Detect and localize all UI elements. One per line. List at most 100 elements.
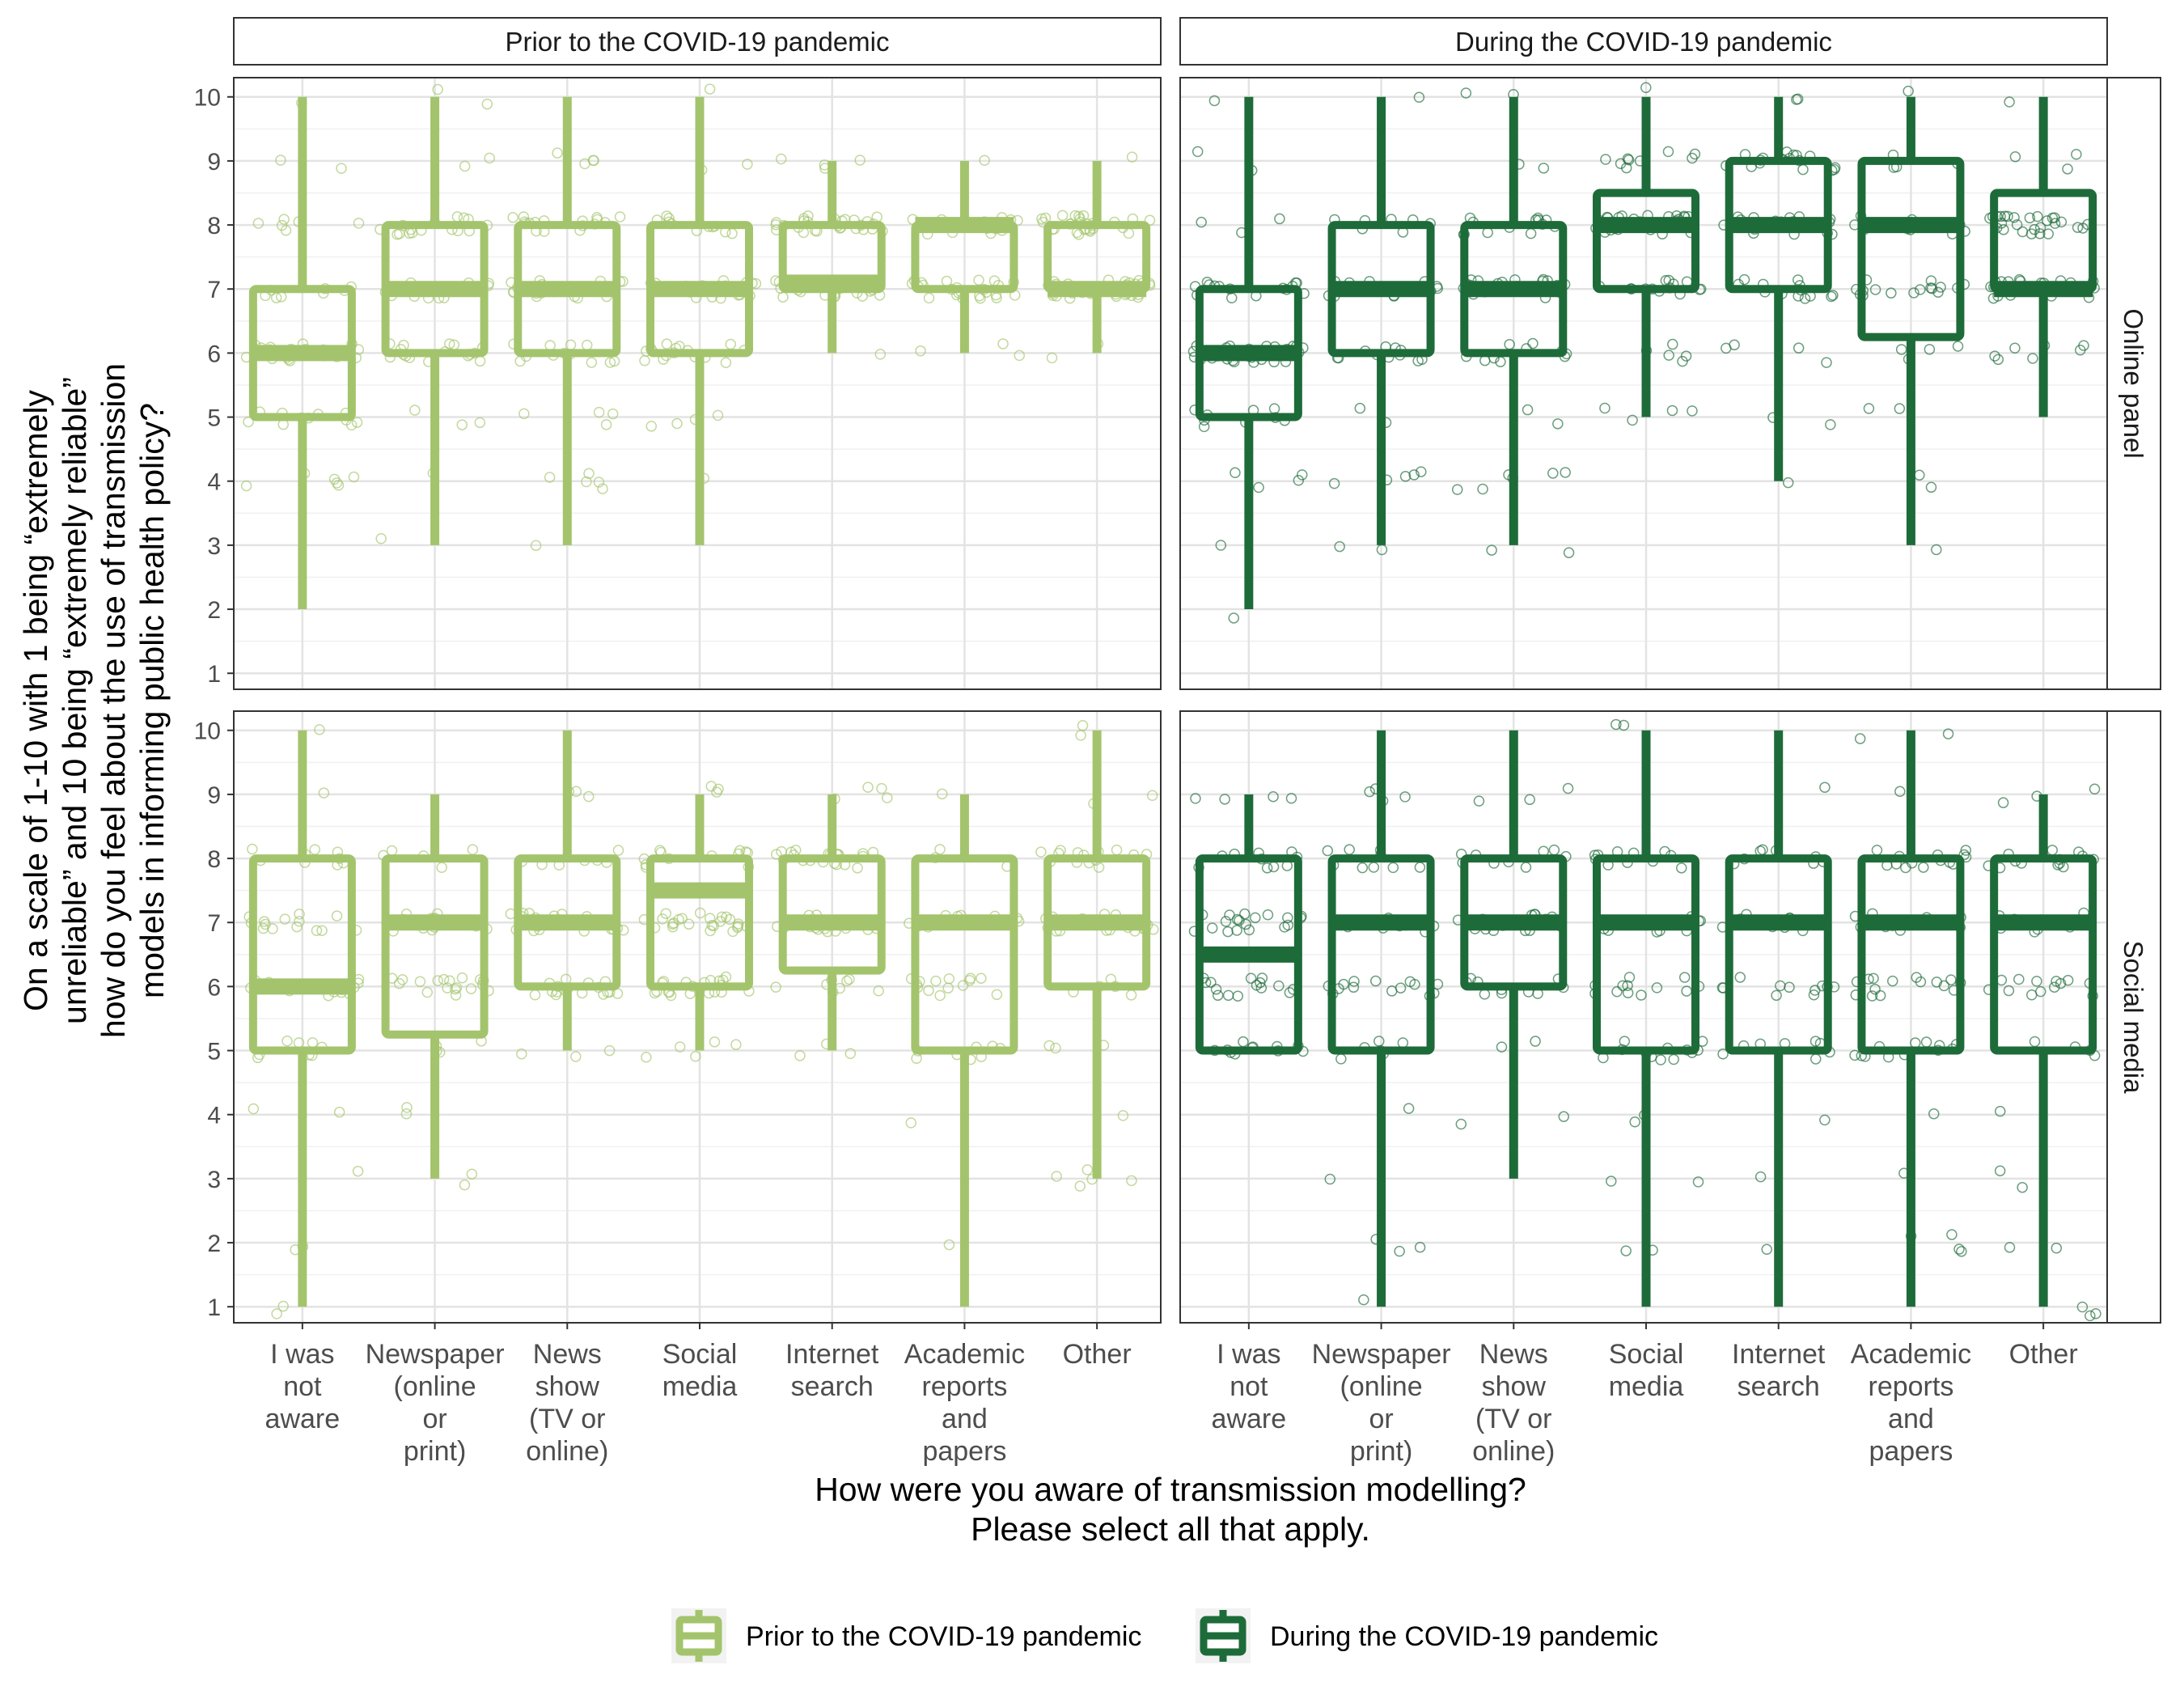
jitter-point [2013,973,2025,985]
jitter-point [1455,1118,1467,1130]
jitter-point [1348,981,1360,993]
boxplot-box [514,96,621,545]
jitter-point [2055,216,2068,228]
jitter-point [581,476,592,488]
jitter-point [507,212,518,223]
jitter-point [794,1050,806,1061]
jitter-point [275,155,286,166]
jitter-point [661,338,673,349]
jitter-point [1473,795,1485,807]
jitter-point [770,849,782,860]
y-tick-label: 10 [194,718,221,745]
y-tick-label: 9 [207,149,221,176]
row-strip-label: Social media [2118,941,2148,1095]
jitter-point [1416,466,1427,477]
jitter-point [1262,909,1274,921]
jitter-point [957,980,969,991]
y-axis-title: models in informing public health policy… [133,403,171,998]
boxplot-box [1195,96,1302,610]
jitter-point [1666,405,1678,417]
jitter-point [991,989,1003,1001]
x-tick-label: media [662,1371,738,1402]
iqr-box [381,854,489,1039]
jitter-point [2049,218,2061,229]
jitter-point [1617,980,1628,992]
jitter-point [2031,976,2042,987]
boxplot-box [1725,730,1832,1307]
iqr-box [1593,189,1699,294]
jitter-point [1074,1180,1086,1192]
jitter-point [930,975,942,987]
jitter-point [2009,151,2021,163]
y-tick-label: 5 [207,405,221,432]
jitter-point [1328,477,1340,489]
y-tick-label: 9 [207,782,221,809]
boxplot-box [381,96,489,545]
jitter-point [2024,212,2036,224]
jitter-point [690,1050,701,1062]
jitter-point [770,981,781,993]
jitter-point [716,911,728,923]
jitter-point [474,417,486,429]
panel-border [1179,77,2108,690]
jitter-point [1075,730,1086,741]
legend-label: Prior to the COVID-19 pandemic [746,1621,1141,1652]
boxplot-box [1990,794,2097,1307]
column-strip [1179,17,2108,66]
jitter-point [1144,214,1156,227]
jitter-point [607,408,619,420]
jitter-point [1992,354,2004,366]
y-tick-label: 1 [207,1294,221,1321]
boxplot-box [1857,96,1965,545]
x-tick-label: Other [2009,1339,2078,1370]
jitter-point [1903,85,1914,97]
boxplot-box [911,794,1018,1307]
jitter-point [278,214,290,225]
jitter-point [1354,402,1366,414]
jitter-point [271,1308,282,1320]
jitter-point [876,782,887,794]
jitter-point [1293,475,1305,486]
jitter-point [873,985,884,997]
boxplot-box [1195,794,1302,1055]
jitter-point [1408,469,1420,481]
jitter-point [1629,1116,1640,1128]
iqr-box [1327,854,1435,1055]
iqr-box [248,854,356,1055]
jitter-point [1414,1241,1426,1253]
jitter-point [612,845,624,856]
jitter-point [1667,338,1678,350]
jitter-point [583,468,595,480]
boxplot-box [1460,730,1568,1179]
jitter-point [1196,216,1207,228]
jitter-point [1775,980,1786,992]
jitter-point [943,1239,955,1251]
x-tick-label: Internet [785,1339,879,1370]
x-tick-label: Academic [904,1339,1025,1370]
jitter-point [1046,352,1058,364]
jitter-point [1486,544,1497,556]
x-axis-title: How were you aware of transmission model… [815,1471,1526,1508]
x-tick-label: Internet [1732,1339,1826,1370]
jitter-point [2062,974,2074,986]
jitter-point [923,985,934,997]
jitter-point [667,918,679,930]
jitter-point [1623,972,1636,983]
jitter-point [1821,357,1832,368]
jitter-point [705,781,717,792]
jitter-point [331,910,343,921]
jitter-point [1239,908,1251,920]
jitter-point [1253,481,1264,494]
legend-label: During the COVID-19 pandemic [1270,1621,1658,1652]
jitter-point [934,844,946,855]
jitter-point [2071,149,2082,160]
jitter-point [484,152,495,164]
jitter-point [1900,862,1911,874]
jitter-point [294,909,305,920]
jitter-point [1610,718,1622,731]
row-strip-label: Online panel [2118,308,2148,458]
boxplot-box [1990,96,2097,417]
x-tick-label: Newspaper [366,1339,505,1370]
jitter-point [714,916,726,927]
jitter-point [694,907,706,919]
